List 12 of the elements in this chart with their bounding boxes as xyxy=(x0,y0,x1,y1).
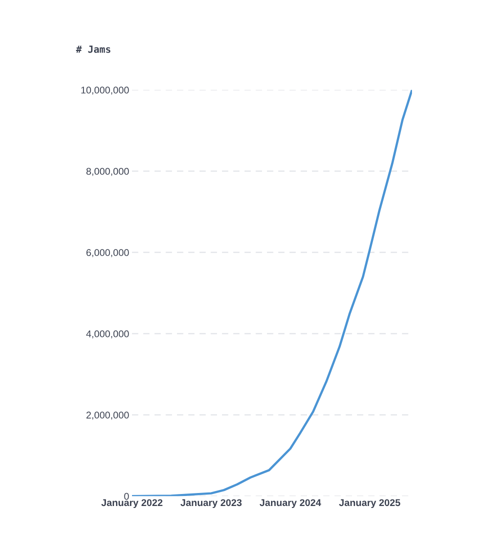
x-tick-label: January 2022 xyxy=(101,499,162,508)
y-tick-label: 6,000,000 xyxy=(86,249,129,258)
x-tick-label: January 2024 xyxy=(260,499,322,508)
y-tick-label: 4,000,000 xyxy=(86,330,129,338)
y-tick-label: 2,000,000 xyxy=(86,412,129,420)
line-series xyxy=(132,90,412,496)
x-tick-label: January 2023 xyxy=(180,499,242,508)
y-tick-label: 8,000,000 xyxy=(86,168,129,176)
y-tick-label: 0 xyxy=(124,492,129,500)
x-tick-label: January 2025 xyxy=(339,499,400,508)
chart-title: # Jams xyxy=(76,46,110,53)
y-tick-label: 10,000,000 xyxy=(81,86,129,95)
